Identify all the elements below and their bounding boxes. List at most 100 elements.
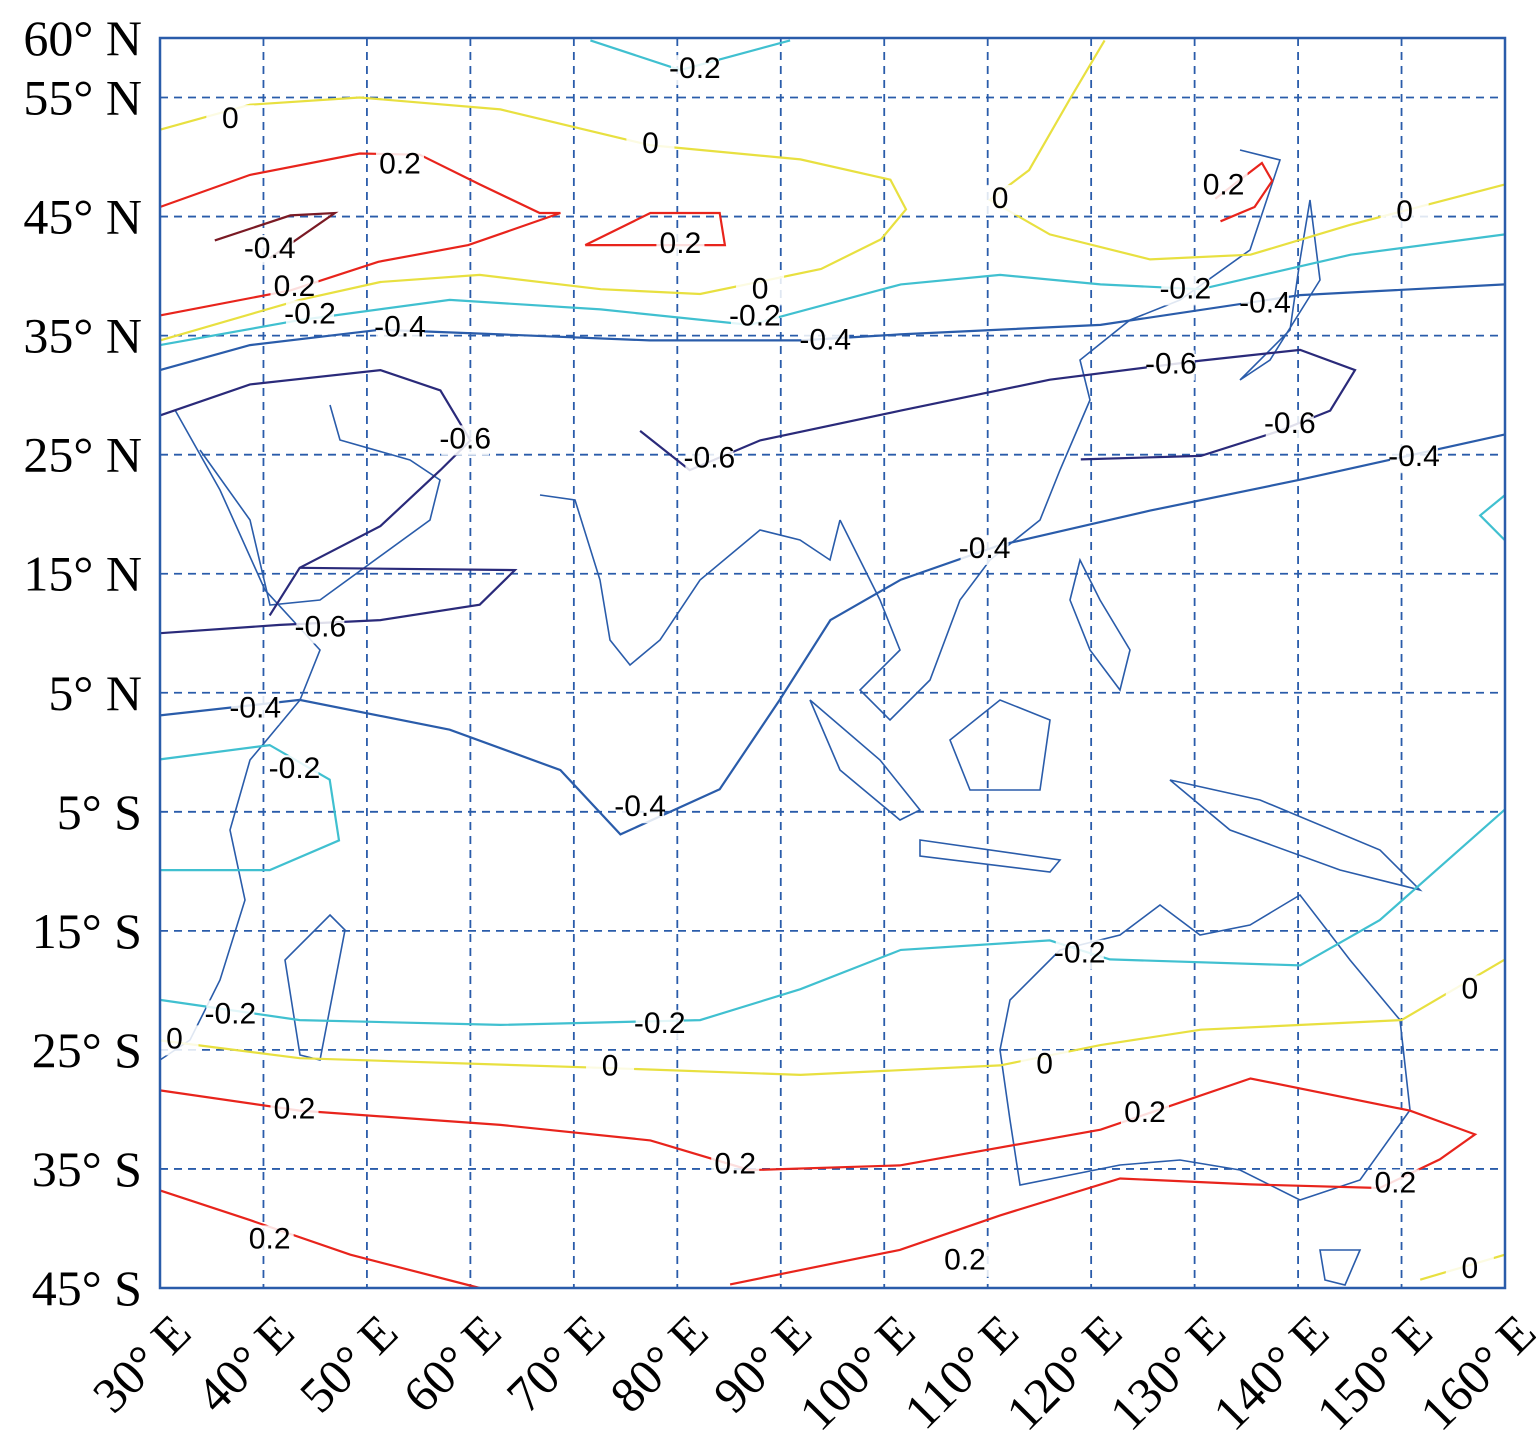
y-tick-label: 45° S xyxy=(32,1260,142,1316)
y-tick-label: 15° N xyxy=(23,546,142,602)
contour-label: 0 xyxy=(166,1022,183,1055)
contour-label-bg xyxy=(1240,289,1289,320)
africa-coast xyxy=(159,409,321,1061)
contour-label-bg xyxy=(1371,1169,1420,1200)
contour-label: 0.2 xyxy=(274,1093,316,1126)
x-tick-label: 130° E xyxy=(1099,1304,1236,1441)
coastlines xyxy=(159,149,1423,1286)
contour-label-bg xyxy=(1161,275,1210,306)
contour-label-bg xyxy=(231,694,280,725)
contour-label-bg xyxy=(1055,939,1104,970)
contour-label: -0.6 xyxy=(295,610,347,643)
contour-line xyxy=(1478,494,1506,542)
contour-label: 0.2 xyxy=(1374,1166,1416,1199)
contour-label: -0.4 xyxy=(614,790,666,823)
contour-label: 0 xyxy=(1396,195,1413,228)
contour-label: 0.2 xyxy=(1203,169,1245,202)
contour-label-bg xyxy=(801,326,850,357)
grid xyxy=(159,37,1506,1289)
contour-label: 0.2 xyxy=(660,227,702,260)
contour-label: -0.2 xyxy=(669,52,721,85)
contour-label: 0 xyxy=(222,102,239,135)
contour-label: -0.4 xyxy=(799,323,851,356)
x-tick-label: 160° E xyxy=(1409,1304,1536,1441)
contour-label-bg xyxy=(1020,1050,1069,1081)
contour-label-bg xyxy=(296,613,345,644)
contour-label-bg xyxy=(286,300,335,331)
contour-label-bg xyxy=(376,150,425,181)
contour-line xyxy=(159,283,1506,372)
contour-label: 0 xyxy=(602,1050,619,1083)
india-coast xyxy=(539,494,841,667)
contour-line xyxy=(159,433,1506,836)
contour-line xyxy=(159,368,472,616)
contour-label: -0.2 xyxy=(634,1007,686,1040)
x-tick-label: 40° E xyxy=(185,1304,305,1424)
contour-label: -0.2 xyxy=(729,300,781,333)
contour-label-bg xyxy=(245,234,294,265)
contour-label: -0.4 xyxy=(1239,287,1291,320)
contour-line xyxy=(214,211,339,260)
y-tick-label: 25° S xyxy=(32,1022,142,1078)
contour-line xyxy=(159,1077,1478,1286)
contour-label-bg xyxy=(1380,198,1429,228)
contour-label: 0 xyxy=(992,182,1009,215)
contour-line xyxy=(159,1189,480,1290)
x-tick-label: 120° E xyxy=(995,1304,1132,1441)
contour-line xyxy=(987,39,1506,261)
contour-label: 0.2 xyxy=(379,147,421,180)
contour-label: 0.2 xyxy=(1124,1096,1166,1129)
contour-label-bg xyxy=(1265,409,1314,440)
contour-label-bg xyxy=(1120,1099,1169,1130)
x-tick-label: 150° E xyxy=(1306,1304,1443,1441)
contour-label-bg xyxy=(635,1009,684,1040)
contour-label: -0.2 xyxy=(1054,937,1106,970)
contour-label-bg xyxy=(940,1246,989,1277)
x-tick-label: 100° E xyxy=(788,1304,925,1441)
contour-label-bg xyxy=(711,1150,760,1181)
arabia-coast xyxy=(199,404,441,606)
y-tick-label: 35° S xyxy=(32,1141,142,1197)
y-tick-label: 25° N xyxy=(23,427,142,483)
new-guinea xyxy=(1169,779,1423,892)
x-tick-label: 30° E xyxy=(82,1304,202,1424)
contours: 0.2 0.2 0.2 0.2 -0.4 0 0 0 0 0 -0.2 -0.2 -0.2 -0.2 -0.… xyxy=(150,39,1506,1290)
japan xyxy=(1239,199,1321,381)
contour-label: -0.6 xyxy=(439,422,491,455)
contour-line xyxy=(159,743,341,872)
contour-label-bg xyxy=(976,184,1025,215)
philippines xyxy=(1069,557,1131,692)
y-tick-label: 5° S xyxy=(57,784,142,840)
contour-label: -0.4 xyxy=(229,691,281,724)
contour-line xyxy=(159,233,1506,347)
contour-line xyxy=(159,566,518,635)
x-tick-label: 110° E xyxy=(893,1304,1029,1440)
contour-label-bg xyxy=(586,1052,635,1083)
contour-label-bg xyxy=(1199,171,1248,202)
contour-line xyxy=(639,348,1357,472)
java xyxy=(919,839,1062,873)
contour-label: -0.4 xyxy=(374,310,426,343)
contour-label-bg xyxy=(736,275,785,306)
contour-line xyxy=(159,96,908,342)
contour-label: -0.2 xyxy=(1159,272,1211,305)
contour-label-bg xyxy=(685,444,734,475)
contour-label: 0.2 xyxy=(714,1147,756,1180)
madagascar xyxy=(284,913,346,1061)
contour-label: 0 xyxy=(1461,1252,1478,1285)
contour-label-bg xyxy=(656,230,705,261)
contour-label-bg xyxy=(150,1025,199,1056)
contour-label-bg xyxy=(1389,443,1438,474)
contour-label: -0.4 xyxy=(1388,440,1440,473)
contour-label-bg xyxy=(441,425,490,456)
contour-label-bg xyxy=(206,105,255,136)
contour-label-bg xyxy=(206,1000,255,1031)
contour-line xyxy=(159,808,1506,1027)
contour-label: -0.6 xyxy=(1145,347,1197,380)
tasmania xyxy=(1319,1249,1362,1286)
x-tick-label: 50° E xyxy=(289,1304,409,1424)
contour-line xyxy=(159,152,561,317)
contour-label-bg xyxy=(1445,1255,1494,1286)
sumatra xyxy=(809,699,922,821)
